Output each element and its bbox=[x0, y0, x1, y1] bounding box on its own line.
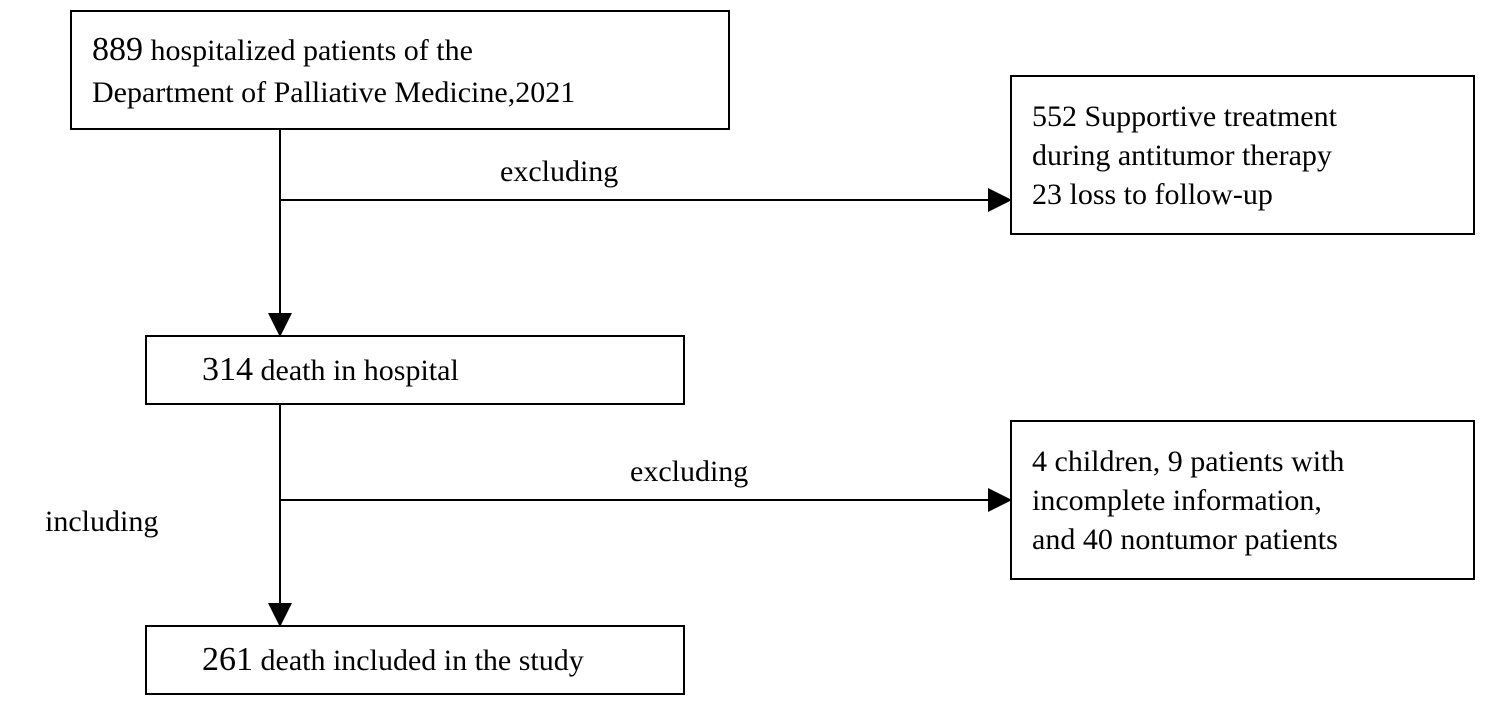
node-line2: incomplete information, bbox=[1032, 484, 1322, 517]
label-excluding-1: excluding bbox=[500, 155, 618, 189]
label-including: including bbox=[45, 505, 158, 539]
node-line3: 23 loss to follow-up bbox=[1032, 178, 1273, 211]
node-line3: and 40 nontumor patients bbox=[1032, 523, 1338, 556]
node-line2: Department of Palliative Medicine,2021 bbox=[92, 76, 575, 109]
node-line1: 552 Supportive treatment bbox=[1032, 100, 1337, 133]
node-number: 314 bbox=[202, 351, 253, 388]
node-line1-rest: hospitalized patients of the bbox=[151, 34, 473, 67]
node-text: 4 children, 9 patients with incomplete i… bbox=[1032, 442, 1344, 559]
node-death-in-hospital: 314 death in hospital bbox=[145, 335, 685, 405]
label-excluding-2: excluding bbox=[630, 455, 748, 489]
node-text: 314 death in hospital bbox=[202, 348, 459, 392]
node-exclusion-2: 4 children, 9 patients with incomplete i… bbox=[1010, 420, 1475, 580]
node-line1: 4 children, 9 patients with bbox=[1032, 445, 1344, 478]
node-text: 261 death included in the study bbox=[202, 638, 584, 682]
node-exclusion-1: 552 Supportive treatment during antitumo… bbox=[1010, 75, 1475, 235]
node-number: 889 bbox=[92, 31, 143, 68]
node-line2: during antitumor therapy bbox=[1032, 139, 1332, 172]
node-death-included: 261 death included in the study bbox=[145, 625, 685, 695]
node-rest: death in hospital bbox=[261, 354, 459, 387]
flowchart-canvas: 889 hospitalized patients of the Departm… bbox=[0, 0, 1489, 722]
node-rest: death included in the study bbox=[261, 644, 584, 677]
node-text: 552 Supportive treatment during antitumo… bbox=[1032, 97, 1337, 214]
node-text: 889 hospitalized patients of the Departm… bbox=[92, 28, 575, 111]
node-number: 261 bbox=[202, 641, 253, 678]
node-hospitalized-patients: 889 hospitalized patients of the Departm… bbox=[70, 10, 730, 130]
